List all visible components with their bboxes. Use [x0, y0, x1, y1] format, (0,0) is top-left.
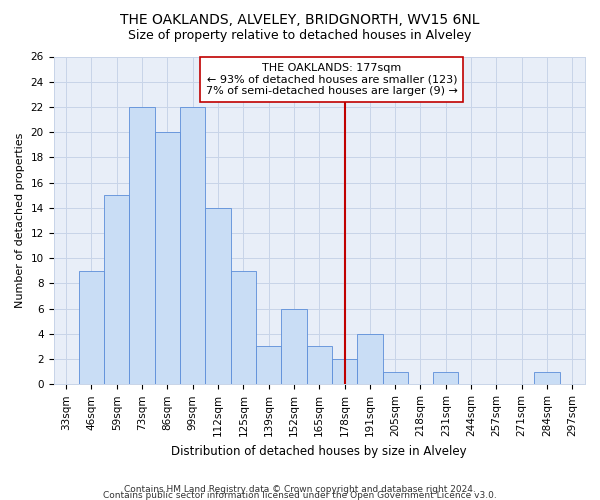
- Text: Contains public sector information licensed under the Open Government Licence v3: Contains public sector information licen…: [103, 490, 497, 500]
- Bar: [281, 308, 307, 384]
- Bar: [130, 107, 155, 384]
- Text: Size of property relative to detached houses in Alveley: Size of property relative to detached ho…: [128, 29, 472, 42]
- Bar: [332, 359, 357, 384]
- Text: THE OAKLANDS, ALVELEY, BRIDGNORTH, WV15 6NL: THE OAKLANDS, ALVELEY, BRIDGNORTH, WV15 …: [120, 12, 480, 26]
- Text: Contains HM Land Registry data © Crown copyright and database right 2024.: Contains HM Land Registry data © Crown c…: [124, 485, 476, 494]
- Bar: [357, 334, 383, 384]
- Bar: [256, 346, 281, 385]
- Bar: [307, 346, 332, 385]
- Y-axis label: Number of detached properties: Number of detached properties: [15, 132, 25, 308]
- Bar: [155, 132, 180, 384]
- Bar: [433, 372, 458, 384]
- Bar: [104, 195, 130, 384]
- Bar: [383, 372, 408, 384]
- Bar: [205, 208, 230, 384]
- Bar: [535, 372, 560, 384]
- Bar: [230, 271, 256, 384]
- Bar: [180, 107, 205, 384]
- Bar: [79, 271, 104, 384]
- X-axis label: Distribution of detached houses by size in Alveley: Distribution of detached houses by size …: [172, 444, 467, 458]
- Text: THE OAKLANDS: 177sqm
← 93% of detached houses are smaller (123)
7% of semi-detac: THE OAKLANDS: 177sqm ← 93% of detached h…: [206, 63, 458, 96]
